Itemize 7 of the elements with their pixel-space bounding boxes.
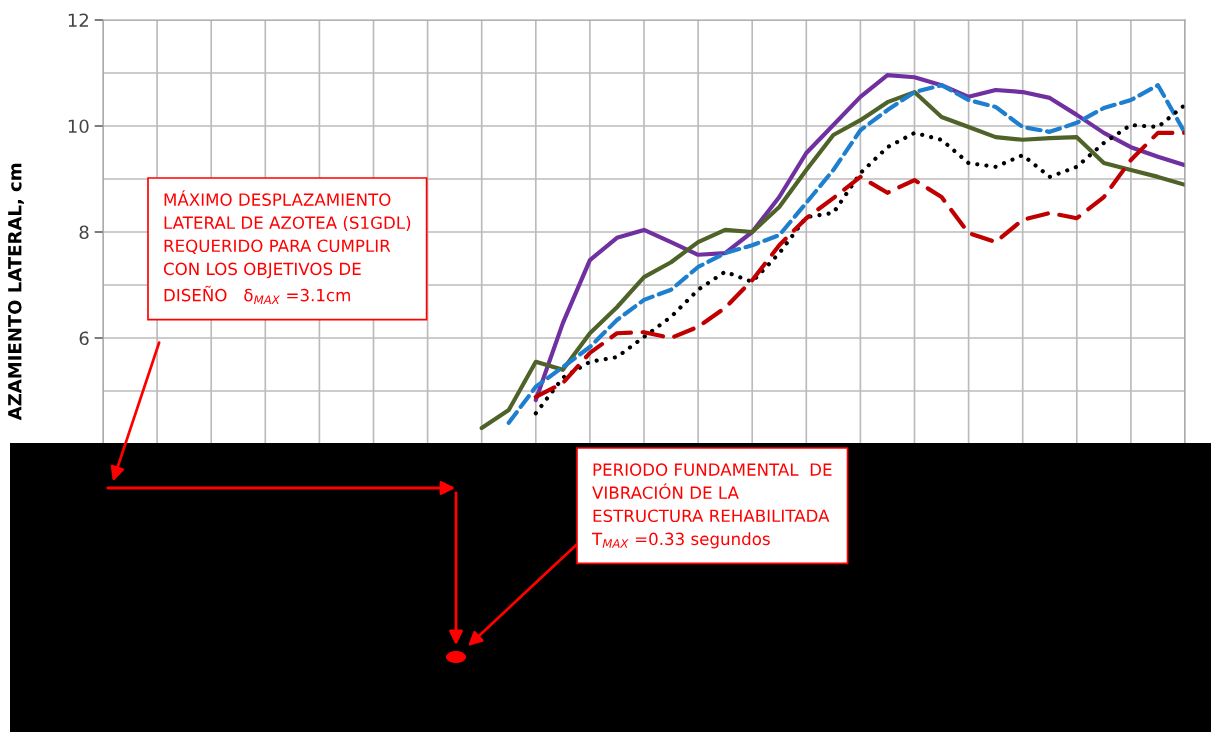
y-axis-title: AZAMIENTO LATERAL, cm [7, 163, 24, 421]
annotation: MÁXIMO DESPLAZAMIENTO LATERAL DE AZOTEA (S1GDL) REQUERIDO PARA CUMPLIR CON LOS OBJETIVOS DE DISEÑO δ$_{MAX}$ =3.1cm [163, 190, 411, 304]
text: PERIODO FUNDAMENTAL DE VIBRACIÓN DE LA ESTRUCTURA REHABILITADA T$_{MAX}$ =0.33 segundos [591, 463, 832, 549]
y-tick-label: 6 [79, 331, 89, 346]
y-tick-label: 10 [68, 119, 89, 134]
y-tick-label: 12 [68, 13, 88, 27]
y-tick-label: 8 [79, 225, 89, 240]
